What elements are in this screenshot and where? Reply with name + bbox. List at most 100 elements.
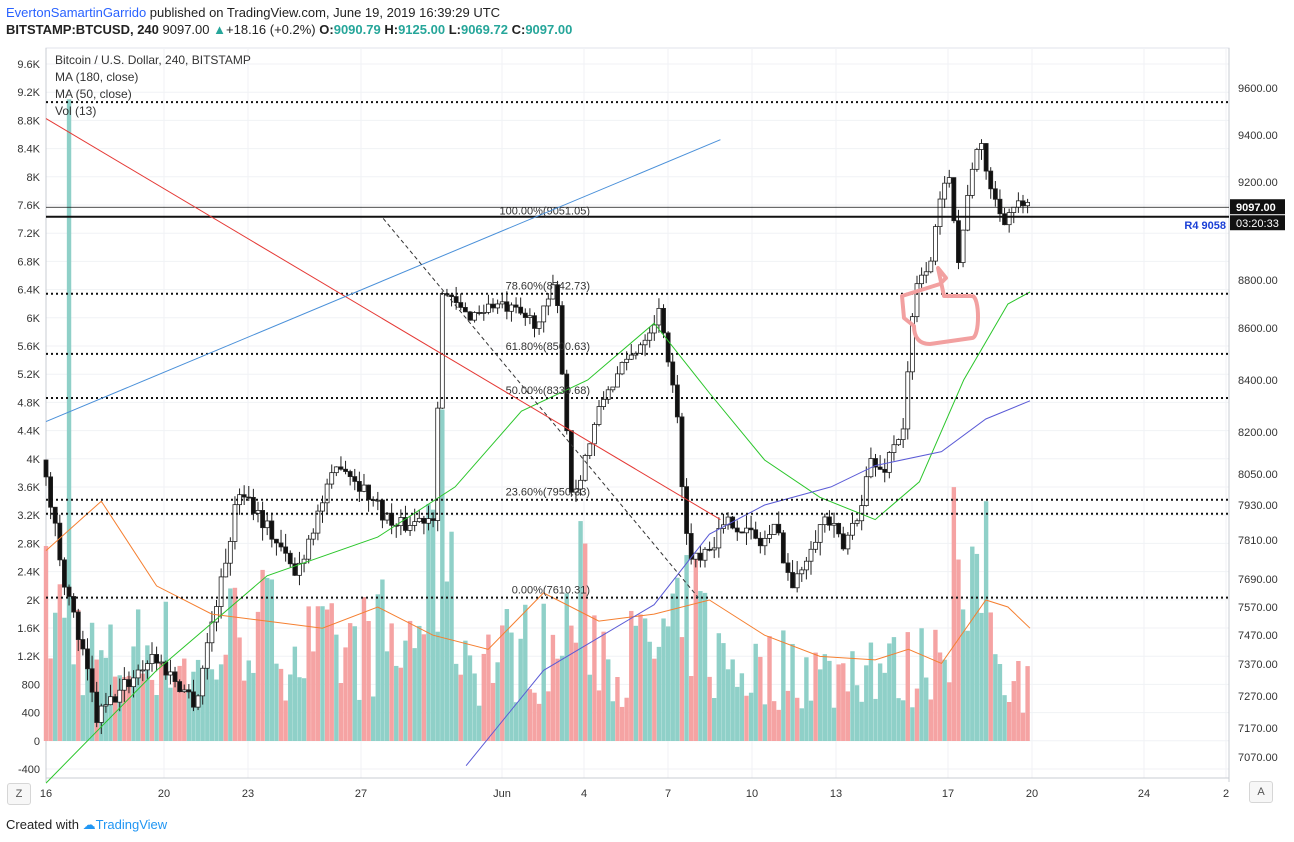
volume-bar xyxy=(947,682,952,741)
volume-bar xyxy=(633,625,639,741)
x-tick-label: 24 xyxy=(1138,788,1150,800)
volume-bar xyxy=(965,630,970,741)
candle-body xyxy=(817,524,823,543)
volume-bar xyxy=(910,707,915,741)
author-link[interactable]: EvertonSamartinGarrido xyxy=(6,5,147,20)
volume-bar xyxy=(126,675,132,741)
x-tick-label: 17 xyxy=(942,788,954,800)
fib-level-label: 50.00%(8330.68) xyxy=(506,385,590,397)
volume-bar xyxy=(744,695,749,741)
candle-body xyxy=(495,303,501,309)
volume-bar xyxy=(767,636,772,741)
volume-bar xyxy=(145,645,150,741)
candle-body xyxy=(310,532,316,540)
volume-bar xyxy=(937,652,943,741)
volume-bar xyxy=(241,680,247,741)
candle-body xyxy=(366,484,371,500)
volume-bar xyxy=(873,698,878,741)
volume-bar xyxy=(532,692,537,741)
volume-tick-label: 9.2K xyxy=(17,87,40,99)
candle-body xyxy=(1015,200,1021,208)
volume-bar xyxy=(246,660,251,741)
candle-body xyxy=(52,506,58,524)
zoom-button[interactable]: Z xyxy=(7,783,31,805)
auto-scale-button[interactable]: A xyxy=(1249,781,1273,803)
publish-info: EvertonSamartinGarrido published on Trad… xyxy=(6,5,500,20)
candle-body xyxy=(615,373,620,388)
volume-bar xyxy=(177,665,182,741)
candle-body xyxy=(647,332,653,341)
volume-bar xyxy=(366,621,371,741)
candle-body xyxy=(596,406,602,425)
candle-body xyxy=(933,226,938,262)
volume-bar xyxy=(1006,702,1012,741)
volume-bar xyxy=(776,709,781,741)
volume-bar xyxy=(62,617,67,741)
volume-bar xyxy=(476,705,482,741)
candle-body xyxy=(670,361,676,386)
volume-bar xyxy=(421,634,427,741)
volume-bar xyxy=(610,701,616,741)
x-tick-label: 27 xyxy=(355,788,367,800)
volume-bar xyxy=(495,662,500,741)
volume-bar xyxy=(601,631,606,741)
candle-body xyxy=(237,494,242,506)
candle-body xyxy=(278,542,284,548)
candle-body xyxy=(665,332,671,363)
candle-body xyxy=(232,504,238,542)
high-value: 9125.00 xyxy=(398,22,446,37)
candle-body xyxy=(274,538,279,544)
candle-body xyxy=(439,293,445,409)
candle-body xyxy=(481,311,487,314)
candle-body xyxy=(412,521,418,526)
candle-body xyxy=(315,510,321,534)
candle-body xyxy=(338,466,344,470)
volume-bar xyxy=(960,609,966,741)
volume-tick-label: 9.6K xyxy=(17,59,40,71)
candle-body xyxy=(191,691,196,708)
price-tick-label: 9200.00 xyxy=(1238,177,1278,189)
tradingview-link[interactable]: TradingView xyxy=(95,817,168,832)
candle-body xyxy=(200,667,206,697)
price-tick-label: 7270.00 xyxy=(1238,691,1278,703)
volume-bar xyxy=(675,577,680,741)
volume-bar xyxy=(688,676,694,741)
candle-body xyxy=(937,198,943,227)
candle-body xyxy=(209,621,215,644)
candle-body xyxy=(218,576,224,607)
candle-body xyxy=(467,311,473,321)
candle-body xyxy=(140,669,146,672)
volume-bar xyxy=(652,658,657,741)
volume-bar xyxy=(154,695,159,741)
candle-body xyxy=(62,559,67,588)
x-tick-label: 20 xyxy=(158,788,170,800)
volume-bars xyxy=(43,99,1030,741)
volume-bar xyxy=(361,597,367,741)
volume-bar xyxy=(818,669,823,741)
volume-bar xyxy=(569,625,574,741)
volume-bar xyxy=(315,606,321,741)
price-change: +18.16 (+0.2%) xyxy=(226,22,316,37)
candle-body xyxy=(661,307,666,334)
volume-bar xyxy=(283,700,288,741)
volume-bar xyxy=(398,667,404,741)
volume-bar xyxy=(758,656,763,741)
candle-body xyxy=(71,596,77,613)
volume-tick-label: 400 xyxy=(22,708,40,720)
volume-bar xyxy=(928,699,934,741)
fib-trend-dashed-line xyxy=(382,218,699,598)
volume-bar xyxy=(624,697,629,741)
volume-bar xyxy=(804,657,809,741)
candle-body xyxy=(453,296,459,303)
candle-body xyxy=(900,428,906,440)
candle-body xyxy=(250,496,256,514)
candle-body xyxy=(347,471,353,477)
candle-body xyxy=(320,502,325,512)
volume-bar xyxy=(564,593,569,741)
candle-body xyxy=(486,303,491,313)
candle-body xyxy=(679,416,685,488)
volume-bar xyxy=(384,651,390,741)
volume-tick-label: 8.8K xyxy=(17,115,40,127)
volume-bar xyxy=(956,559,961,741)
